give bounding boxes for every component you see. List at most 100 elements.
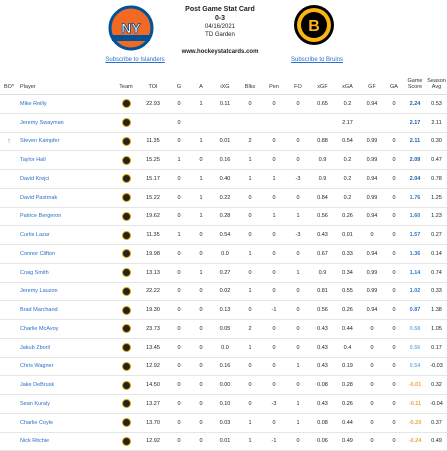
cell-toi: 12.92	[138, 357, 168, 377]
cell-gs: -0.20	[404, 413, 426, 433]
cell-ga: 0	[384, 319, 404, 339]
col-header-xga[interactable]: xGA	[335, 70, 360, 95]
col-header-team[interactable]: Team	[114, 70, 138, 95]
col-header-season-avg[interactable]: Season Avg	[426, 70, 447, 95]
cell-a: 1	[190, 132, 212, 152]
cell-xga: 0.2	[335, 94, 360, 114]
col-header-ixg[interactable]: iXG	[212, 70, 238, 95]
bo-indicator	[0, 375, 18, 395]
col-header-ga[interactable]: GA	[384, 70, 404, 95]
player-name-link[interactable]: Patrice Bergeron	[18, 207, 114, 227]
col-header-xgf[interactable]: xGF	[310, 70, 335, 95]
player-name-link[interactable]: Chris Wagner	[18, 357, 114, 377]
cell-xgf: 0.43	[310, 225, 335, 245]
player-name-link[interactable]: Jeremy Lauzon	[18, 282, 114, 302]
player-name-link[interactable]: Nick Ritchie	[18, 432, 114, 451]
player-name-link[interactable]: Jake DeBrusk	[18, 375, 114, 395]
player-name-link[interactable]: Mike Reilly	[18, 94, 114, 114]
cell-gf: 0.94	[360, 300, 384, 320]
cell-avg: 2.11	[426, 113, 447, 133]
cell-gs: 0.54	[404, 357, 426, 377]
col-header-toi[interactable]: TOI	[138, 70, 168, 95]
cell-ixg: 0.54	[212, 225, 238, 245]
cell-a: 1	[190, 263, 212, 283]
cell-xga: 0.26	[335, 207, 360, 227]
cell-xgf: 0.06	[310, 432, 335, 451]
cell-avg: 0.33	[426, 282, 447, 302]
bruins-logo-icon[interactable]: B	[293, 4, 335, 46]
cell-xgf: 0.08	[310, 375, 335, 395]
player-name-link[interactable]: Steven Kampfer	[18, 132, 114, 152]
cell-gs: 1.57	[404, 225, 426, 245]
cell-avg: 0.17	[426, 338, 447, 358]
cell-pen: 1	[262, 207, 286, 227]
cell-blks: 1	[238, 413, 262, 433]
cell-gf: 0.99	[360, 263, 384, 283]
cell-fo: 1	[286, 357, 310, 377]
cell-a: 0	[190, 338, 212, 358]
cell-ga: 0	[384, 244, 404, 264]
player-name-link[interactable]: Brad Marchand	[18, 300, 114, 320]
col-header-a[interactable]: A	[190, 70, 212, 95]
cell-blks: 0	[238, 188, 262, 208]
cell-ga: 0	[384, 150, 404, 170]
player-name-link[interactable]: Charlie Coyle	[18, 413, 114, 433]
cell-ixg: 0.16	[212, 150, 238, 170]
player-name-link[interactable]: Connor Clifton	[18, 244, 114, 264]
cell-avg: 0.47	[426, 150, 447, 170]
cell-fo: 0	[286, 244, 310, 264]
team-cell	[114, 300, 138, 320]
col-header-player[interactable]: Player	[18, 70, 114, 95]
cell-xgf: 0.08	[310, 413, 335, 433]
table-row: Patrice Bergeron 19.62 0 1 0.28 0 1 1 0.56 0.26 0.…	[0, 207, 447, 227]
table-row: Charlie McAvoy 23.73 0 0 0.05 2 0 0 0.43 0.44 0 0 0.…	[0, 319, 447, 339]
player-name-link[interactable]: Jeremy Swayman	[18, 113, 114, 133]
team-cell	[114, 188, 138, 208]
cell-pen: 0	[262, 282, 286, 302]
bo-indicator	[0, 263, 18, 283]
col-header-g[interactable]: G	[168, 70, 190, 95]
col-header-pen[interactable]: Pen	[262, 70, 286, 95]
col-header-gf[interactable]: GF	[360, 70, 384, 95]
cell-a: 1	[190, 94, 212, 114]
bruins-team-icon	[121, 249, 131, 259]
cell-xga: 0.19	[335, 357, 360, 377]
col-header-fo[interactable]: FO	[286, 70, 310, 95]
cell-g: 0	[168, 282, 190, 302]
player-name-link[interactable]: David Pastrnak	[18, 188, 114, 208]
cell-xgf: 0.84	[310, 188, 335, 208]
cell-avg: 0.30	[426, 132, 447, 152]
table-row: Jeremy Lauzon 22.22 0 0 0.02 1 0 0 0.81 0.55 0.99 0…	[0, 282, 447, 302]
cell-g: 1	[168, 225, 190, 245]
table-body: Mike Reilly 22.93 0 1 0.11 0 0 0 0.65 0.2 0.94 0 2.2…	[0, 94, 447, 451]
player-name-link[interactable]: Charlie McAvoy	[18, 319, 114, 339]
cell-g: 0	[168, 394, 190, 414]
col-header-game-score[interactable]: Game Score	[404, 70, 426, 95]
player-name-link[interactable]: Jakub Zboril	[18, 338, 114, 358]
cell-ixg: 0.01	[212, 432, 238, 451]
player-name-link[interactable]: Craig Smith	[18, 263, 114, 283]
cell-gf: 0.99	[360, 132, 384, 152]
cell-fo: 0	[286, 282, 310, 302]
islanders-logo-icon[interactable]: NY	[106, 5, 156, 51]
table-row: Charlie Coyle 13.70 0 0 0.03 1 0 1 0.08 0.44 0 0 -0.…	[0, 413, 447, 433]
cell-pen: -1	[262, 432, 286, 451]
table-row: Chris Wagner 12.92 0 0 0.16 0 0 1 0.43 0.19 0 0 0.54…	[0, 357, 447, 377]
col-header-blks[interactable]: Blks	[238, 70, 262, 95]
cell-ixg: 0.0	[212, 244, 238, 264]
subscribe-islanders-link[interactable]: Subscribe to Islanders	[105, 57, 165, 63]
player-name-link[interactable]: Curtis Lazar	[18, 225, 114, 245]
player-name-link[interactable]: David Krejci	[18, 169, 114, 189]
cell-fo: -3	[286, 225, 310, 245]
player-name-link[interactable]: Sean Kuraly	[18, 394, 114, 414]
bo-indicator	[0, 394, 18, 414]
player-name-link[interactable]: Taylor Hall	[18, 150, 114, 170]
cell-xgf: 0.65	[310, 94, 335, 114]
cell-gf: 0	[360, 375, 384, 395]
cell-a: 0	[190, 357, 212, 377]
cell-avg: 0.74	[426, 263, 447, 283]
cell-ga: 0	[384, 394, 404, 414]
team-cell	[114, 319, 138, 339]
col-header-bo[interactable]: BO*	[0, 70, 18, 95]
subscribe-bruins-link[interactable]: Subscribe to Bruins	[290, 57, 344, 63]
